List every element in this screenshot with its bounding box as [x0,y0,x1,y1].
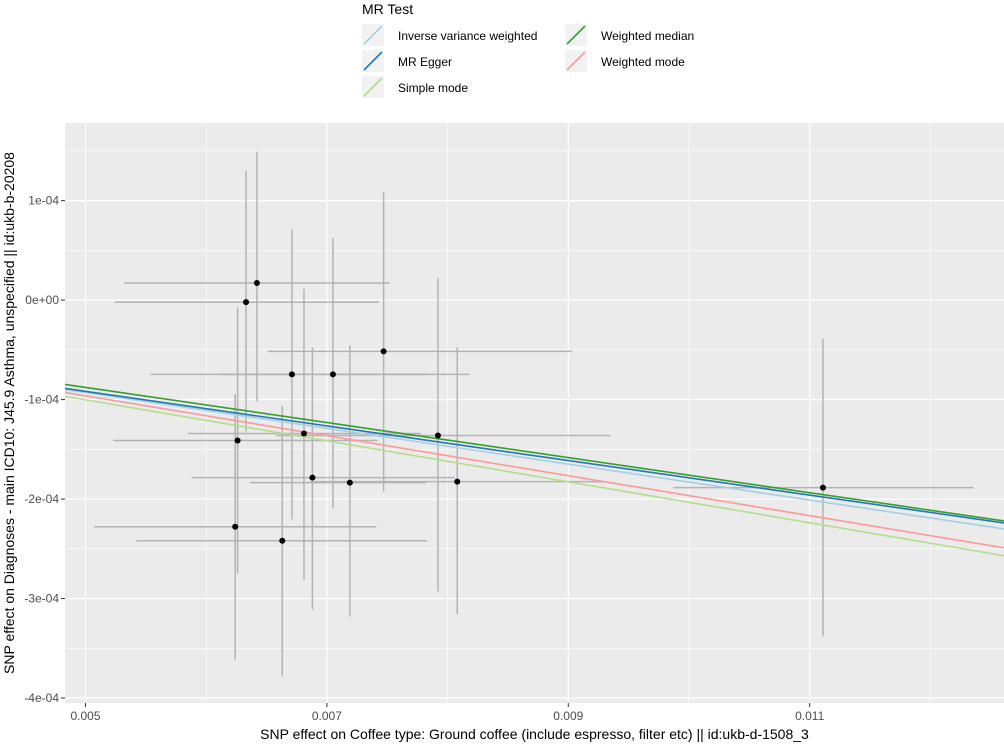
plot-panel [65,123,1004,703]
snp-point [234,437,241,444]
legend-label: Inverse variance weighted [398,29,537,43]
legend-swatch [363,77,383,97]
y-axis: 1e-04 0e+00 -1e-04 -2e-04 -3e-04 -4e-04 [24,194,65,705]
major-gridlines [65,123,1004,703]
y-axis-label: SNP effect on Diagnoses - main ICD10: J4… [1,152,17,674]
legend-entry: Inverse variance weighted [362,24,537,46]
legend-entry: MR Egger [362,50,452,72]
y-tick-label: -3e-04 [24,592,59,606]
x-axis: 0.005 0.007 0.009 0.011 [71,703,825,723]
legend-label: Weighted median [601,29,694,43]
simple-mode-line [64,395,1004,557]
snp-point [243,299,250,306]
y-tick-label: -1e-04 [24,393,59,407]
legend-entry: Simple mode [362,76,468,98]
snp-point [380,348,387,355]
x-tick-label: 0.009 [553,709,583,723]
legend-swatch [363,51,383,71]
mr-egger-line [64,387,1004,524]
legend-swatch [363,25,383,45]
x-tick-label: 0.011 [795,709,824,723]
snp-point [288,371,295,378]
snp-point [819,484,826,491]
x-tick-label: 0.005 [71,709,101,723]
legend: MR Test Inverse variance weighted MR Egge… [362,1,694,98]
snp-point [253,279,260,286]
weighted-mode-line [64,391,1004,549]
snp-point [434,432,441,439]
legend-swatch [566,25,586,45]
y-tick-label: 1e-04 [28,194,59,208]
x-axis-label: SNP effect on Coffee type: Ground coffee… [260,726,809,742]
snp-points [232,279,826,544]
snp-point [232,523,239,530]
y-tick-label: -4e-04 [24,691,59,705]
legend-entry: Weighted median [565,24,694,46]
weighted-median-line [64,383,1004,522]
inverse-variance-weighted-line [64,388,1004,530]
y-tick-label: 0e+00 [25,293,59,307]
y-tick-label: -2e-04 [24,492,59,506]
legend-swatch [566,51,586,71]
legend-label: MR Egger [398,55,452,69]
x-tick-label: 0.007 [312,709,342,723]
minor-gridlines [65,123,1004,703]
legend-label: Weighted mode [601,55,685,69]
snp-point [346,479,353,486]
snp-point [309,474,316,481]
snp-point [329,371,336,378]
legend-label: Simple mode [398,81,468,95]
snp-point [454,478,461,485]
snp-point [279,537,286,544]
mr-method-lines [64,383,1004,557]
legend-entry: Weighted mode [565,50,685,72]
legend-title: MR Test [362,1,413,17]
snp-point [300,430,307,437]
